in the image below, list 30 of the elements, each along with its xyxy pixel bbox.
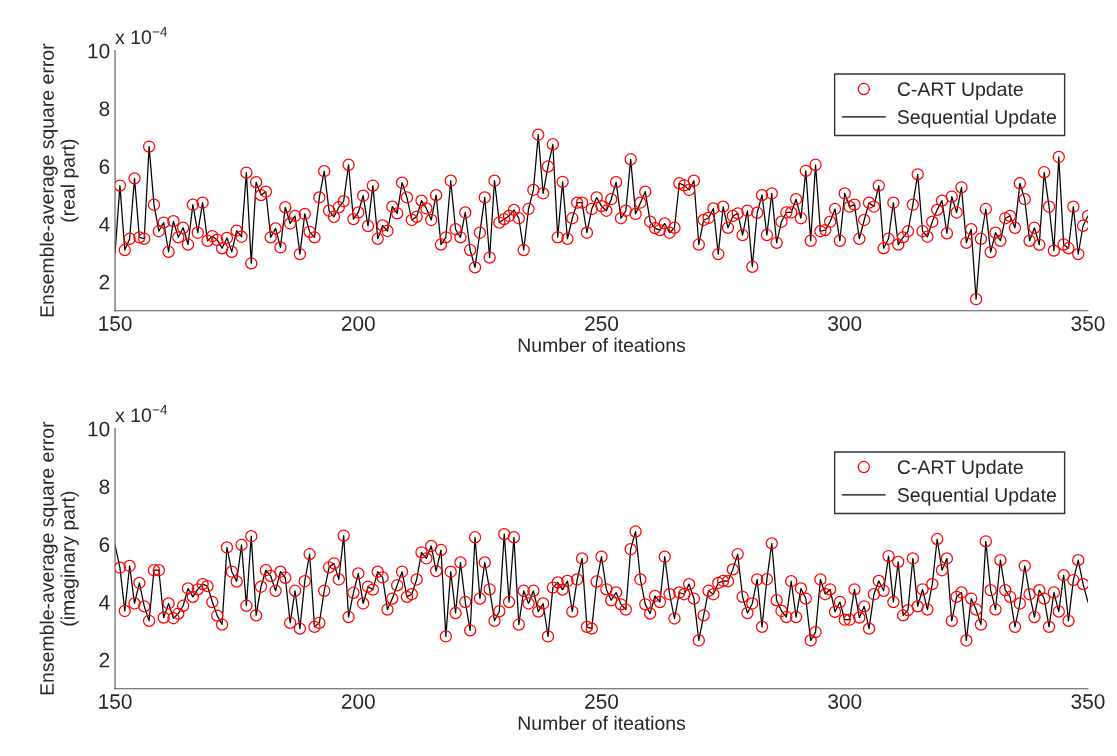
y-tick-label: 10	[88, 421, 110, 437]
x-tick-label: 200	[341, 694, 375, 709]
x-tick-label: 250	[585, 316, 619, 331]
y-tick-label: 8	[99, 101, 110, 117]
legend-label: C-ART Update	[897, 81, 1023, 100]
y-tick-label: 6	[99, 537, 110, 552]
x-tick-label: 350	[1071, 694, 1105, 709]
y-tick-label: 6	[99, 159, 110, 174]
text: x 10$^{−4}$	[115, 405, 168, 423]
x-tick-label: 200	[341, 316, 375, 331]
x-tick-label: 300	[828, 316, 862, 331]
x-axis-title: Number of iteations	[518, 715, 686, 731]
legend-label: Sequential Update	[897, 487, 1056, 506]
y-axis-title: Ensemble-average square error (real part)	[39, 43, 79, 317]
y-tick-label: 10	[88, 43, 110, 59]
y-tick-label: 4	[99, 595, 110, 610]
y-axis-title: Ensemble-average square error (imaginary part)	[39, 421, 79, 695]
x-tick-label: 350	[1071, 316, 1105, 331]
x-tick-label: 150	[99, 316, 132, 331]
legend-label: C-ART Update	[897, 459, 1023, 478]
x-tick-label: 300	[828, 694, 862, 709]
x-tick-label: 250	[585, 694, 619, 709]
text: x 10$^{−4}$	[115, 27, 168, 45]
y-tick-label: 2	[99, 652, 110, 668]
y-tick-label: 4	[99, 217, 110, 232]
legend-label: Sequential Update	[897, 109, 1056, 128]
y-tick-label: 8	[99, 479, 110, 495]
y-tick-label: 2	[99, 274, 110, 290]
x-axis-title: Number of iteations	[518, 337, 686, 353]
x-tick-label: 150	[99, 694, 132, 709]
